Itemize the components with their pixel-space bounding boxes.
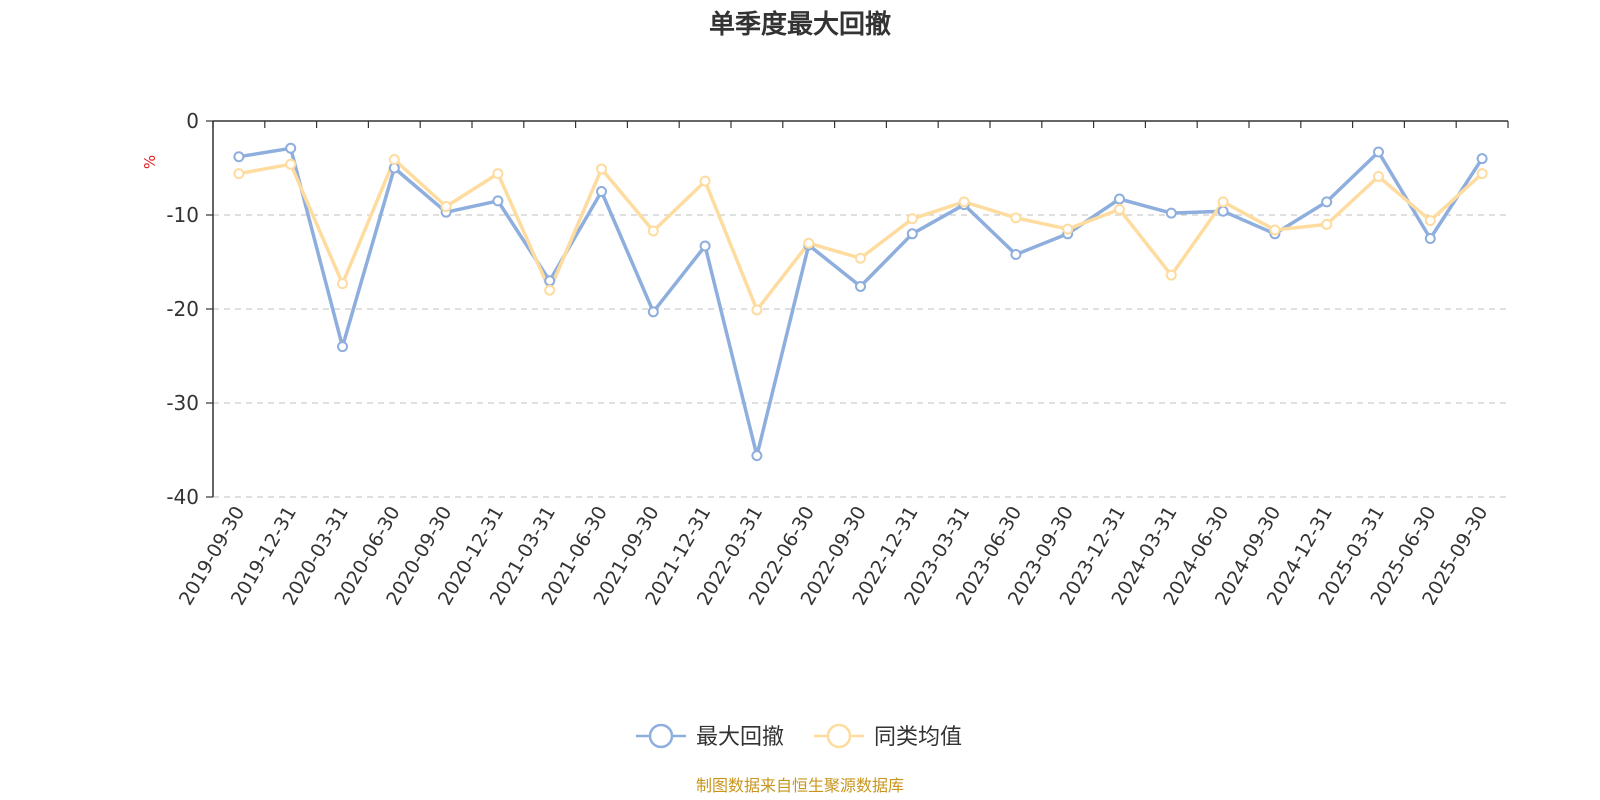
data-point-series-2[interactable] xyxy=(699,175,711,187)
legend-label: 同类均值 xyxy=(874,725,962,750)
data-point-series-2[interactable] xyxy=(1062,223,1074,235)
data-point-series-2[interactable] xyxy=(958,196,970,208)
data-point-series-1[interactable] xyxy=(285,142,297,154)
data-point-series-1[interactable] xyxy=(751,450,763,462)
y-axis-unit-label: % xyxy=(141,155,159,169)
series-line-1 xyxy=(238,146,1484,458)
data-point-series-1[interactable] xyxy=(1010,248,1022,260)
legend-circle-swatch xyxy=(826,723,852,749)
data-point-series-1[interactable] xyxy=(1321,196,1333,208)
data-point-series-1[interactable] xyxy=(1165,207,1177,219)
data-point-series-1[interactable] xyxy=(1476,153,1488,165)
chart-title: 单季度最大回撤 xyxy=(709,9,891,40)
data-point-series-1[interactable] xyxy=(596,186,607,197)
data-point-series-1[interactable] xyxy=(647,306,659,318)
data-point-series-1[interactable] xyxy=(492,195,504,207)
data-point-series-2[interactable] xyxy=(1165,269,1177,281)
data-point-series-1[interactable] xyxy=(337,341,348,353)
data-point-series-2[interactable] xyxy=(803,237,815,249)
gridlines xyxy=(213,214,1508,498)
data-point-series-1[interactable] xyxy=(544,275,556,287)
data-point-series-2[interactable] xyxy=(1217,196,1229,208)
legend-circle-swatch xyxy=(648,723,674,749)
data-point-series-2[interactable] xyxy=(544,284,556,296)
y-tick-label: -10 xyxy=(166,203,199,227)
data-point-series-1[interactable] xyxy=(1424,233,1436,244)
data-point-series-2[interactable] xyxy=(285,158,297,170)
y-axis-ticks: 0 -10 -20 -30 -40 xyxy=(166,109,213,509)
data-point-series-1[interactable] xyxy=(699,240,711,252)
data-point-series-2[interactable] xyxy=(1114,203,1125,215)
y-tick-label: -30 xyxy=(166,391,199,415)
data-point-series-2[interactable] xyxy=(233,168,245,180)
y-tick-label: -40 xyxy=(166,485,199,509)
data-point-series-1[interactable] xyxy=(1217,205,1229,217)
data-point-series-2[interactable] xyxy=(440,201,452,213)
y-tick-label: 0 xyxy=(186,109,199,133)
legend[interactable]: 最大回撤 同类均值 xyxy=(636,723,962,750)
data-point-series-2[interactable] xyxy=(388,154,400,166)
data-source-note: 制图数据来自恒生聚源数据库 xyxy=(696,776,904,795)
data-point-series-1[interactable] xyxy=(233,151,245,163)
data-point-series-2[interactable] xyxy=(1373,170,1384,182)
data-point-series-2[interactable] xyxy=(647,225,659,237)
data-point-series-2[interactable] xyxy=(1269,224,1281,236)
data-point-series-1[interactable] xyxy=(1114,193,1125,205)
series-group xyxy=(233,142,1488,462)
data-point-series-2[interactable] xyxy=(1010,212,1022,224)
data-point-series-2[interactable] xyxy=(596,163,607,175)
data-point-series-1[interactable] xyxy=(906,228,918,240)
data-point-series-1[interactable] xyxy=(1373,146,1384,158)
data-point-series-2[interactable] xyxy=(1424,215,1436,227)
data-point-series-1[interactable] xyxy=(855,280,866,292)
x-axis-ticks: 2019-09-302019-12-312020-03-312020-06-30… xyxy=(175,121,1509,609)
y-tick-label: -20 xyxy=(166,297,199,321)
data-point-series-2[interactable] xyxy=(337,278,348,290)
data-point-series-2[interactable] xyxy=(492,168,504,180)
legend-label: 最大回撤 xyxy=(696,725,784,750)
data-point-series-2[interactable] xyxy=(906,213,918,225)
data-point-series-2[interactable] xyxy=(1321,218,1333,230)
data-point-series-2[interactable] xyxy=(855,252,866,264)
legend-item-2[interactable]: 同类均值 xyxy=(814,723,962,750)
legend-item-1[interactable]: 最大回撤 xyxy=(636,723,784,750)
data-point-series-2[interactable] xyxy=(1476,168,1488,180)
data-point-series-2[interactable] xyxy=(751,304,763,316)
